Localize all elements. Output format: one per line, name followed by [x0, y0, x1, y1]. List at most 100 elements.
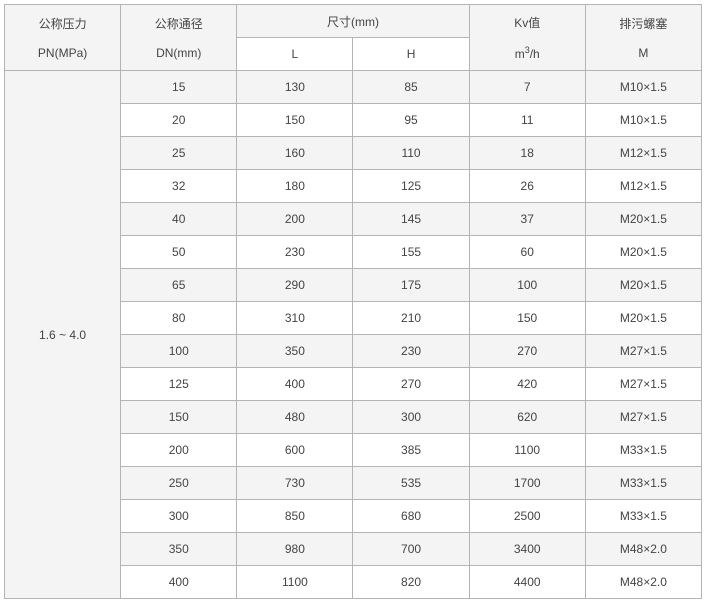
table-row: 250 730 535 1700 M33×1.5 [5, 466, 703, 500]
cell-h: 385 [352, 433, 470, 467]
cell-kv: 26 [468, 169, 586, 203]
cell-kv: 7 [468, 70, 586, 104]
cell-plug: M12×1.5 [584, 169, 703, 203]
cell-kv: 420 [468, 367, 586, 401]
cell-kv: 100 [468, 268, 586, 302]
cell-l: 180 [236, 169, 354, 203]
header-L: L [236, 37, 354, 71]
table-row: 150 480 300 620 M27×1.5 [5, 400, 703, 434]
cell-plug: M12×1.5 [584, 136, 703, 170]
cell-h: 85 [352, 70, 470, 104]
cell-h: 210 [352, 301, 470, 335]
cell-l: 1100 [236, 565, 354, 599]
cell-kv: 1700 [468, 466, 586, 500]
cell-l: 150 [236, 103, 354, 137]
table-row: 400 1100 820 4400 M48×2.0 [5, 565, 703, 599]
cell-dn: 350 [120, 532, 238, 566]
cell-h: 175 [352, 268, 470, 302]
cell-kv: 18 [468, 136, 586, 170]
cell-h: 145 [352, 202, 470, 236]
cell-dn: 50 [120, 235, 238, 269]
cell-kv: 1100 [468, 433, 586, 467]
cell-l: 400 [236, 367, 354, 401]
table-row: 40 200 145 37 M20×1.5 [5, 202, 703, 236]
cell-kv: 620 [468, 400, 586, 434]
cell-plug: M27×1.5 [584, 367, 703, 401]
cell-l: 310 [236, 301, 354, 335]
cell-h: 535 [352, 466, 470, 500]
table-row: 300 850 680 2500 M33×1.5 [5, 499, 703, 533]
table-row: 125 400 270 420 M27×1.5 [5, 367, 703, 401]
cell-kv: 11 [468, 103, 586, 137]
header-plug: 排污螺塞 M [584, 4, 703, 71]
cell-pn: 1.6 ~ 4.0 [3, 70, 122, 599]
cell-dn: 65 [120, 268, 238, 302]
cell-l: 130 [236, 70, 354, 104]
table-row: 25 160 110 18 M12×1.5 [5, 136, 703, 170]
table-row: 80 310 210 150 M20×1.5 [5, 301, 703, 335]
cell-h: 230 [352, 334, 470, 368]
cell-l: 200 [236, 202, 354, 236]
cell-l: 230 [236, 235, 354, 269]
cell-plug: M20×1.5 [584, 301, 703, 335]
cell-dn: 80 [120, 301, 238, 335]
cell-plug: M33×1.5 [584, 466, 703, 500]
cell-h: 700 [352, 532, 470, 566]
cell-kv: 150 [468, 301, 586, 335]
cell-dn: 15 [120, 70, 238, 104]
cell-l: 980 [236, 532, 354, 566]
header-size: 尺寸(mm) [236, 4, 470, 38]
cell-h: 95 [352, 103, 470, 137]
cell-l: 730 [236, 466, 354, 500]
cell-plug: M10×1.5 [584, 103, 703, 137]
cell-kv: 4400 [468, 565, 586, 599]
cell-plug: M48×2.0 [584, 565, 703, 599]
cell-l: 290 [236, 268, 354, 302]
cell-l: 600 [236, 433, 354, 467]
cell-h: 680 [352, 499, 470, 533]
cell-l: 850 [236, 499, 354, 533]
cell-plug: M10×1.5 [584, 70, 703, 104]
cell-h: 155 [352, 235, 470, 269]
cell-dn: 300 [120, 499, 238, 533]
cell-kv: 37 [468, 202, 586, 236]
header-H: H [352, 37, 470, 71]
cell-l: 350 [236, 334, 354, 368]
cell-h: 110 [352, 136, 470, 170]
cell-kv: 3400 [468, 532, 586, 566]
cell-h: 125 [352, 169, 470, 203]
table-row: 20 150 95 11 M10×1.5 [5, 103, 703, 137]
cell-kv: 60 [468, 235, 586, 269]
cell-kv: 270 [468, 334, 586, 368]
header-dn: 公称通径 DN(mm) [120, 4, 238, 71]
cell-plug: M27×1.5 [584, 400, 703, 434]
spec-table: 公称压力 PN(MPa) 公称通径 DN(mm) 尺寸(mm) Kv值 m3/h 排污… [3, 4, 703, 599]
cell-plug: M20×1.5 [584, 268, 703, 302]
cell-dn: 20 [120, 103, 238, 137]
cell-dn: 400 [120, 565, 238, 599]
cell-dn: 250 [120, 466, 238, 500]
cell-kv: 2500 [468, 499, 586, 533]
header-kv: Kv值 m3/h [468, 4, 586, 71]
table-row: 32 180 125 26 M12×1.5 [5, 169, 703, 203]
cell-dn: 40 [120, 202, 238, 236]
cell-plug: M33×1.5 [584, 499, 703, 533]
table-row: 100 350 230 270 M27×1.5 [5, 334, 703, 368]
table-row: 1.6 ~ 4.0 15 130 85 7 M10×1.5 [3, 70, 703, 599]
cell-l: 480 [236, 400, 354, 434]
table-row: 65 290 175 100 M20×1.5 [5, 268, 703, 302]
cell-h: 270 [352, 367, 470, 401]
cell-h: 300 [352, 400, 470, 434]
cell-dn: 32 [120, 169, 238, 203]
table-row: 50 230 155 60 M20×1.5 [5, 235, 703, 269]
cell-plug: M20×1.5 [584, 235, 703, 269]
cell-dn: 125 [120, 367, 238, 401]
header-pn: 公称压力 PN(MPa) [3, 4, 122, 71]
cell-plug: M33×1.5 [584, 433, 703, 467]
cell-dn: 200 [120, 433, 238, 467]
cell-plug: M27×1.5 [584, 334, 703, 368]
cell-plug: M48×2.0 [584, 532, 703, 566]
table-row: 350 980 700 3400 M48×2.0 [5, 532, 703, 566]
cell-plug: M20×1.5 [584, 202, 703, 236]
cell-dn: 100 [120, 334, 238, 368]
